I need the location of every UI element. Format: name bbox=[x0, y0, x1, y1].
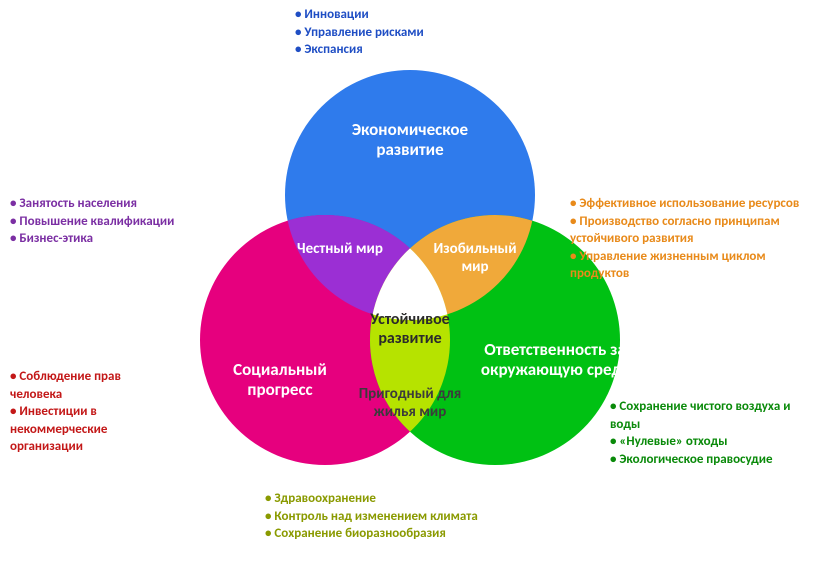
bullets-bottom-yellowgreen: Здравоохранение Контроль над изменением … bbox=[265, 490, 478, 543]
list-item: Повышение квалификации bbox=[10, 213, 174, 231]
label-livable-world: Пригодный для жилья мир bbox=[350, 385, 470, 421]
label-center: Устойчивое развитие bbox=[350, 310, 470, 348]
list-item: Экологическое правосудие bbox=[610, 451, 820, 469]
bullets-left-purple: Занятость населения Повышение квалификац… bbox=[10, 195, 174, 248]
label-abundant-world: Изобильный мир bbox=[420, 240, 530, 276]
list-item: Производство согласно принципам устойчив… bbox=[570, 213, 820, 248]
list-item: Экспансия bbox=[295, 41, 424, 59]
list-item: Сохранение чистого воздуха и воды bbox=[610, 398, 820, 433]
bullets-right-orange: Эффективное использование ресурсов Произ… bbox=[570, 195, 820, 283]
label-environment: Ответственность за окружающую среду bbox=[470, 340, 640, 381]
label-social: Социальный прогресс bbox=[210, 360, 350, 401]
bullets-top-blue: Инновации Управление рисками Экспансия bbox=[295, 6, 424, 59]
label-abundant-text: Изобильный мир bbox=[433, 240, 516, 276]
list-item: Управление рисками bbox=[295, 24, 424, 42]
list-item: Контроль над изменением климата bbox=[265, 508, 478, 526]
label-economic-line1: Экономическое развитие bbox=[352, 119, 468, 160]
label-environment-text: Ответственность за окружающую среду bbox=[481, 339, 629, 380]
list-item: Инвестиции в некоммерческие организации bbox=[10, 403, 170, 456]
list-item: Сохранение биоразнообразия bbox=[265, 525, 478, 543]
list-item: Эффективное использование ресурсов bbox=[570, 195, 820, 213]
label-fair-text: Честный мир bbox=[297, 240, 383, 258]
label-fair-world: Честный мир bbox=[290, 240, 390, 258]
list-item: «Нулевые» отходы bbox=[610, 433, 820, 451]
list-item: Инновации bbox=[295, 6, 424, 24]
label-social-text: Социальный прогресс bbox=[233, 359, 327, 400]
list-item: Управление жизненным циклом продуктов bbox=[570, 248, 820, 283]
bullets-lower-right-green: Сохранение чистого воздуха и воды «Нулев… bbox=[610, 398, 820, 468]
venn-diagram: Экономическое развитие Социальный прогре… bbox=[0, 0, 827, 567]
label-center-text: Устойчивое развитие bbox=[370, 310, 449, 348]
list-item: Занятость населения bbox=[10, 195, 174, 213]
label-livable-text: Пригодный для жилья мир bbox=[359, 385, 462, 421]
list-item: Бизнес-этика bbox=[10, 230, 174, 248]
list-item: Здравоохранение bbox=[265, 490, 478, 508]
list-item: Соблюдение прав человека bbox=[10, 368, 170, 403]
venn-svg bbox=[0, 0, 827, 567]
label-economic: Экономическое развитие bbox=[330, 120, 490, 161]
bullets-lower-left-red: Соблюдение прав человека Инвестиции в не… bbox=[10, 368, 170, 456]
